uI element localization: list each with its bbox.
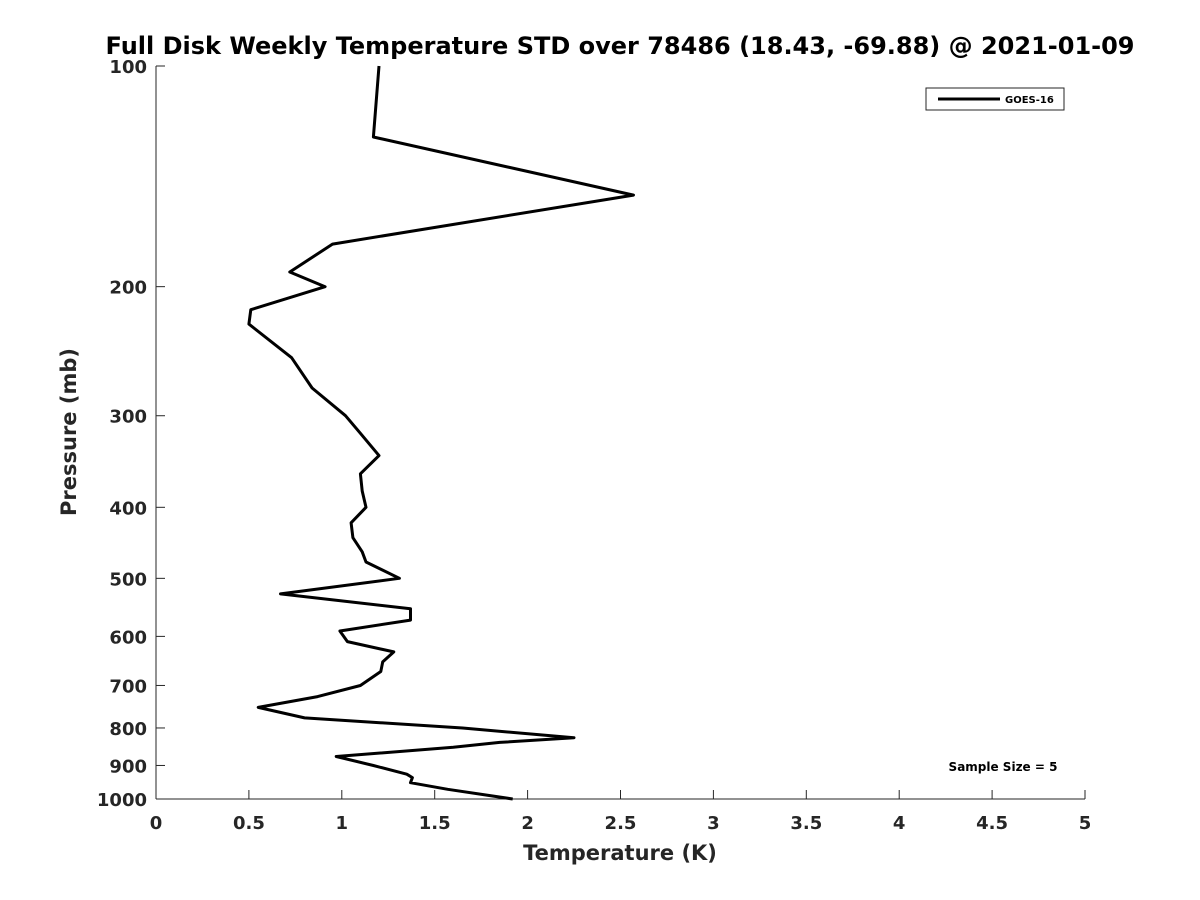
y-ticks: 100 200 300 400 500 600 700 800 900 1000 <box>97 57 165 811</box>
x-tick-label: 3.5 <box>790 813 822 834</box>
sample-size-annotation: Sample Size = 5 <box>949 760 1058 774</box>
y-tick-label: 300 <box>109 407 147 428</box>
x-axis-label: Temperature (K) <box>523 841 717 865</box>
x-tick-label: 1 <box>336 813 349 834</box>
chart-title: Full Disk Weekly Temperature STD over 78… <box>106 32 1135 60</box>
x-tick-label: 4 <box>893 813 906 834</box>
plot-area <box>155 66 1085 800</box>
y-tick-label: 800 <box>109 719 147 740</box>
x-tick-label: 1.5 <box>419 813 451 834</box>
x-tick-label: 3 <box>707 813 720 834</box>
y-tick-label: 500 <box>109 569 147 590</box>
y-axis-label: Pressure (mb) <box>57 348 81 516</box>
y-tick-label: 1000 <box>97 790 147 811</box>
x-tick-label: 2 <box>521 813 534 834</box>
y-tick-label: 400 <box>109 498 147 519</box>
x-tick-label: 4.5 <box>976 813 1008 834</box>
y-tick-label: 600 <box>109 627 147 648</box>
legend-entry-goes-16: GOES-16 <box>1005 95 1054 106</box>
x-tick-label: 2.5 <box>605 813 637 834</box>
y-tick-label: 100 <box>109 57 147 78</box>
y-tick-label: 200 <box>109 278 147 299</box>
y-tick-label: 900 <box>109 756 147 777</box>
x-tick-label: 0.5 <box>233 813 265 834</box>
x-ticks: 0 0.5 1 1.5 2 2.5 3 3.5 4 4.5 5 <box>150 790 1092 834</box>
y-tick-label: 700 <box>109 676 147 697</box>
x-tick-label: 0 <box>150 813 163 834</box>
x-tick-label: 5 <box>1079 813 1092 834</box>
legend: GOES-16 <box>925 87 1065 111</box>
series-line-0 <box>247 65 635 801</box>
series-layer <box>247 65 635 801</box>
